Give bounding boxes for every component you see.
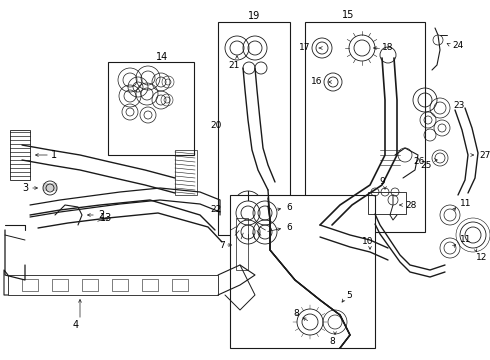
Text: 15: 15 [342,10,354,20]
Text: 12: 12 [476,253,488,262]
Text: 4: 4 [73,320,79,330]
Bar [52,279,68,291]
Text: 20: 20 [211,121,222,130]
Circle shape [255,62,267,74]
Text: 3: 3 [22,183,28,193]
Text: 7: 7 [219,240,225,249]
Text: 26: 26 [414,158,425,166]
Text: 6: 6 [286,222,292,231]
Text: 23: 23 [453,100,465,109]
Bar [82,279,98,291]
Circle shape [243,62,255,74]
Text: 13: 13 [100,213,112,223]
Bar [22,279,38,291]
Text: 8: 8 [293,310,299,319]
Text: 27: 27 [479,150,490,159]
Text: 17: 17 [298,44,310,53]
Bar [175,150,197,195]
Text: 18: 18 [382,44,393,53]
Bar [172,279,188,291]
Bar [368,192,406,214]
Text: 6: 6 [286,202,292,211]
Text: 21: 21 [228,60,240,69]
Text: 1: 1 [51,150,57,160]
Bar [112,279,128,291]
Text: 14: 14 [156,52,168,62]
Text: 25: 25 [420,161,431,170]
Text: 5: 5 [346,291,352,300]
Bar [236,218,248,270]
Text: 19: 19 [248,11,260,21]
Bar [305,22,425,232]
Text: 9: 9 [379,177,385,186]
Text: 28: 28 [405,201,416,210]
Text: 8: 8 [329,337,335,346]
Circle shape [380,47,396,63]
Text: 10: 10 [362,238,374,247]
Text: 2: 2 [98,210,104,220]
Text: 24: 24 [452,40,463,49]
Bar [218,22,290,235]
Bar [10,130,30,180]
Bar [230,195,375,348]
Text: 11: 11 [460,198,471,207]
Text: 22: 22 [211,206,222,215]
Text: 11: 11 [460,235,471,244]
Text: 16: 16 [311,77,322,86]
Bar [8,275,218,295]
Bar [108,62,194,155]
Bar [142,279,158,291]
